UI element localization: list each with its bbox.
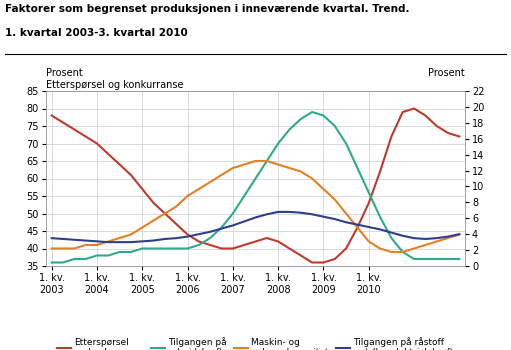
Text: Faktorer som begrenset produksjonen i inneværende kvartal. Trend.: Faktorer som begrenset produksjonen i in… (5, 4, 410, 14)
Text: Prosent: Prosent (46, 68, 83, 78)
Legend: Etterspørsel
og konkurranse, Tilgangen på
arbeidskraft, Maskin- og
anleggskapasi: Etterspørsel og konkurranse, Tilgangen p… (54, 334, 457, 350)
Text: 1. kvartal 2003-3. kvartal 2010: 1. kvartal 2003-3. kvartal 2010 (5, 28, 188, 38)
Text: Etterspørsel og konkurranse: Etterspørsel og konkurranse (46, 80, 183, 91)
Text: Prosent: Prosent (428, 68, 465, 78)
